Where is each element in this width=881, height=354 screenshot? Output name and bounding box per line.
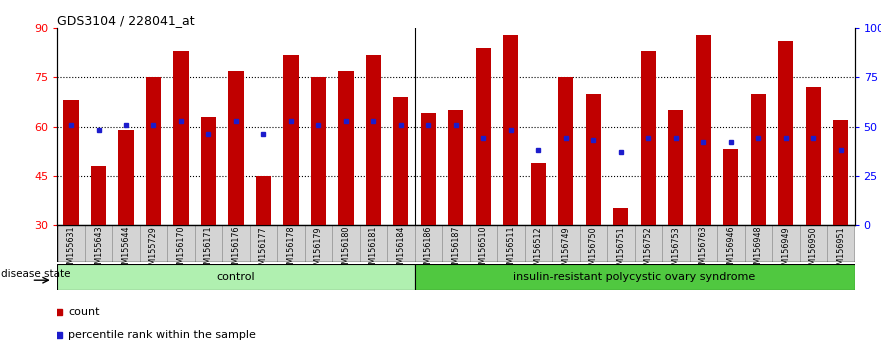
Bar bbox=[174, 51, 189, 225]
Bar bbox=[833, 120, 848, 225]
FancyBboxPatch shape bbox=[800, 225, 827, 262]
FancyBboxPatch shape bbox=[57, 225, 85, 262]
Bar bbox=[118, 130, 134, 225]
Bar bbox=[586, 94, 601, 225]
Bar bbox=[63, 100, 78, 225]
FancyBboxPatch shape bbox=[634, 225, 663, 262]
Bar bbox=[723, 149, 738, 225]
FancyBboxPatch shape bbox=[772, 225, 800, 262]
Text: GSM156176: GSM156176 bbox=[232, 226, 241, 274]
FancyBboxPatch shape bbox=[552, 225, 580, 262]
Text: GSM156753: GSM156753 bbox=[671, 226, 680, 275]
Text: insulin-resistant polycystic ovary syndrome: insulin-resistant polycystic ovary syndr… bbox=[514, 272, 756, 282]
Text: GSM156184: GSM156184 bbox=[396, 226, 405, 274]
Text: GSM156511: GSM156511 bbox=[507, 226, 515, 274]
Text: GSM156951: GSM156951 bbox=[836, 226, 846, 275]
Bar bbox=[366, 55, 381, 225]
Text: GDS3104 / 228041_at: GDS3104 / 228041_at bbox=[57, 14, 195, 27]
Bar bbox=[778, 41, 794, 225]
Text: GSM156171: GSM156171 bbox=[204, 226, 213, 274]
Bar bbox=[806, 87, 821, 225]
FancyBboxPatch shape bbox=[249, 225, 278, 262]
FancyBboxPatch shape bbox=[607, 225, 634, 262]
Bar bbox=[421, 113, 436, 225]
Bar bbox=[311, 78, 326, 225]
Text: GSM156170: GSM156170 bbox=[176, 226, 186, 274]
Text: GSM156752: GSM156752 bbox=[644, 226, 653, 275]
Bar bbox=[91, 166, 106, 225]
Text: GSM156949: GSM156949 bbox=[781, 226, 790, 275]
FancyBboxPatch shape bbox=[278, 225, 305, 262]
FancyBboxPatch shape bbox=[222, 225, 249, 262]
Bar bbox=[284, 55, 299, 225]
FancyBboxPatch shape bbox=[195, 225, 222, 262]
FancyBboxPatch shape bbox=[305, 225, 332, 262]
Text: control: control bbox=[217, 272, 255, 282]
Bar bbox=[613, 209, 628, 225]
FancyBboxPatch shape bbox=[827, 225, 855, 262]
Text: GSM156177: GSM156177 bbox=[259, 226, 268, 275]
Text: disease state: disease state bbox=[1, 269, 70, 279]
Text: GSM155643: GSM155643 bbox=[94, 226, 103, 274]
Text: GSM156948: GSM156948 bbox=[754, 226, 763, 274]
Text: GSM156750: GSM156750 bbox=[589, 226, 598, 275]
FancyBboxPatch shape bbox=[415, 225, 442, 262]
Text: GSM155729: GSM155729 bbox=[149, 226, 158, 275]
Bar bbox=[228, 71, 243, 225]
FancyBboxPatch shape bbox=[85, 225, 112, 262]
Bar bbox=[696, 35, 711, 225]
Text: GSM156950: GSM156950 bbox=[809, 226, 818, 275]
Text: GSM156510: GSM156510 bbox=[479, 226, 488, 274]
FancyBboxPatch shape bbox=[470, 225, 497, 262]
Text: GSM156178: GSM156178 bbox=[286, 226, 295, 274]
FancyBboxPatch shape bbox=[140, 225, 167, 262]
Bar bbox=[338, 71, 353, 225]
Text: GSM155631: GSM155631 bbox=[66, 226, 76, 274]
FancyBboxPatch shape bbox=[744, 225, 772, 262]
Bar bbox=[751, 94, 766, 225]
Text: count: count bbox=[69, 307, 100, 316]
Text: GSM155644: GSM155644 bbox=[122, 226, 130, 274]
Text: GSM156181: GSM156181 bbox=[369, 226, 378, 274]
FancyBboxPatch shape bbox=[359, 225, 387, 262]
Bar bbox=[201, 117, 216, 225]
Bar bbox=[559, 78, 574, 225]
Text: GSM156180: GSM156180 bbox=[342, 226, 351, 274]
Text: GSM156946: GSM156946 bbox=[726, 226, 736, 274]
Bar bbox=[146, 78, 161, 225]
Bar bbox=[669, 110, 684, 225]
Text: GSM156751: GSM156751 bbox=[617, 226, 626, 275]
Text: GSM156179: GSM156179 bbox=[314, 226, 323, 275]
FancyBboxPatch shape bbox=[580, 225, 607, 262]
Bar bbox=[503, 35, 518, 225]
Bar bbox=[476, 48, 491, 225]
Text: GSM156187: GSM156187 bbox=[451, 226, 461, 274]
Text: GSM156749: GSM156749 bbox=[561, 226, 570, 275]
Bar bbox=[255, 176, 271, 225]
FancyBboxPatch shape bbox=[690, 225, 717, 262]
FancyBboxPatch shape bbox=[525, 225, 552, 262]
FancyBboxPatch shape bbox=[415, 264, 855, 290]
FancyBboxPatch shape bbox=[497, 225, 525, 262]
FancyBboxPatch shape bbox=[717, 225, 744, 262]
FancyBboxPatch shape bbox=[663, 225, 690, 262]
Bar bbox=[394, 97, 409, 225]
FancyBboxPatch shape bbox=[332, 225, 359, 262]
Bar bbox=[448, 110, 463, 225]
Text: GSM156512: GSM156512 bbox=[534, 226, 543, 275]
Bar bbox=[640, 51, 656, 225]
Text: GSM156186: GSM156186 bbox=[424, 226, 433, 274]
Text: percentile rank within the sample: percentile rank within the sample bbox=[69, 330, 256, 340]
FancyBboxPatch shape bbox=[167, 225, 195, 262]
FancyBboxPatch shape bbox=[442, 225, 470, 262]
Text: GSM156763: GSM156763 bbox=[699, 226, 707, 274]
Bar bbox=[531, 162, 546, 225]
FancyBboxPatch shape bbox=[57, 264, 415, 290]
FancyBboxPatch shape bbox=[112, 225, 140, 262]
FancyBboxPatch shape bbox=[387, 225, 415, 262]
